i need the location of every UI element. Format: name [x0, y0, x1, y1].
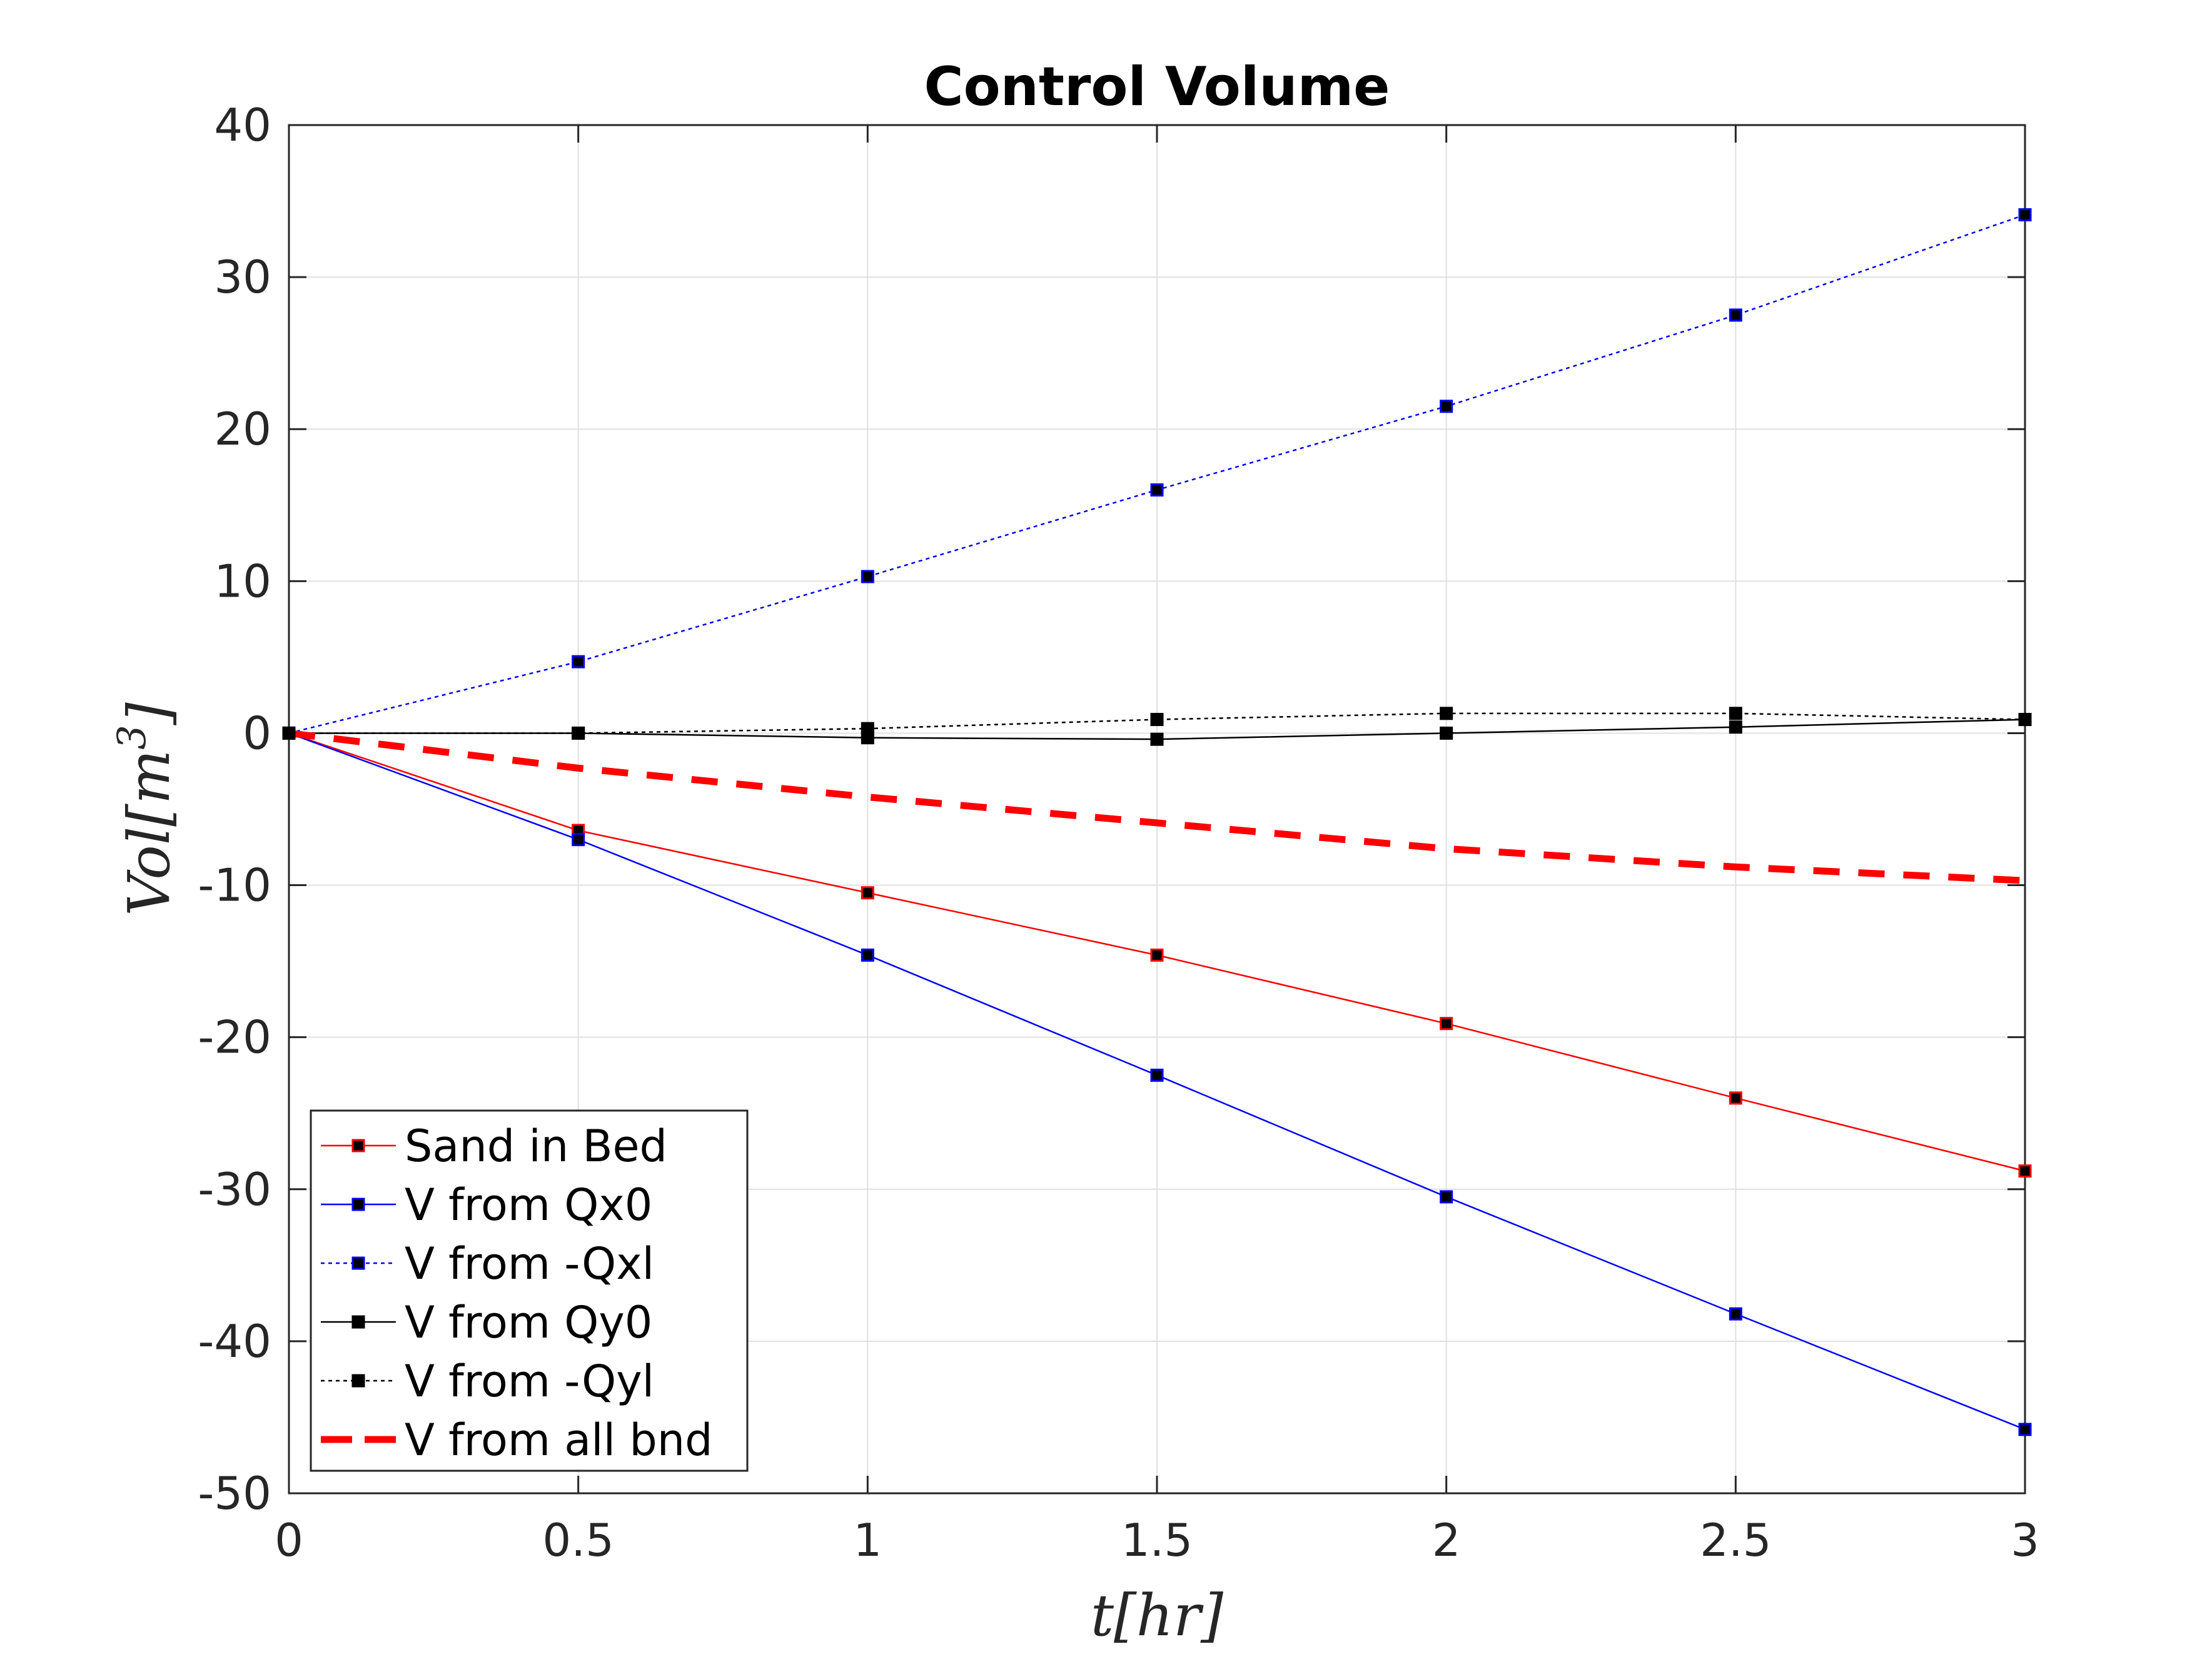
- data-point-series-1: [1729, 1091, 1742, 1105]
- y-axis-label-base: Vol[m: [116, 750, 183, 916]
- x-tick-label: 3: [2011, 1514, 2039, 1566]
- data-point-series-1: [861, 886, 874, 900]
- chart-title: Control Volume: [924, 56, 1390, 118]
- y-axis-label-close: ]: [116, 702, 183, 725]
- legend-swatch-marker-3: [351, 1256, 365, 1270]
- y-tick-label: 40: [214, 99, 271, 151]
- legend-label-5: V from -Qyl: [405, 1356, 654, 1407]
- data-point-series-2: [1440, 1190, 1453, 1204]
- legend: Sand in Bed V from Qx0 V from -Qxl V from Q…: [310, 1109, 749, 1472]
- data-point-series-2: [1729, 1307, 1742, 1321]
- data-point-series-1: [1440, 1017, 1453, 1031]
- legend-box: [310, 1109, 749, 1472]
- data-point-series-3: [861, 570, 874, 583]
- y-tick-label: -40: [198, 1315, 271, 1368]
- y-tick-label: -30: [198, 1163, 271, 1216]
- data-point-series-5: [1440, 707, 1453, 720]
- y-tick-label: 20: [214, 403, 271, 455]
- data-point-series-5: [1729, 707, 1742, 720]
- series-markers: [282, 208, 2032, 1436]
- x-tick-label: 1.5: [1121, 1514, 1193, 1566]
- data-point-series-3: [2018, 208, 2032, 221]
- axis-ticks: 0 0.5 1 1.5 2 2.5 3 -50 -40 -30 -20 -10 0 10 20 30 40: [198, 99, 2039, 1566]
- data-point-series-3: [572, 655, 585, 668]
- legend-swatch-marker-4: [351, 1315, 365, 1329]
- legend-swatch-marker-1: [351, 1139, 365, 1152]
- data-point-series-4: [1729, 720, 1742, 734]
- data-point-series-2: [2018, 1423, 2032, 1436]
- data-point-series-5: [2018, 713, 2032, 727]
- y-tick-label: 30: [214, 251, 271, 303]
- data-point-series-4: [1440, 726, 1453, 740]
- data-point-series-5: [1150, 713, 1164, 727]
- data-point-series-1: [2018, 1164, 2032, 1178]
- y-axis-label: Vol[m3]: [109, 702, 183, 915]
- data-point-series-2: [572, 833, 585, 847]
- legend-label-3: V from -Qxl: [405, 1238, 654, 1289]
- data-point-series-5: [861, 722, 874, 735]
- data-point-series-3: [1440, 400, 1453, 413]
- data-point-series-5: [282, 726, 296, 740]
- legend-label-4: V from Qy0: [405, 1297, 652, 1348]
- data-point-series-5: [572, 726, 585, 740]
- x-tick-label: 2: [1432, 1514, 1461, 1566]
- data-point-series-3: [1729, 308, 1742, 322]
- x-tick-label: 1: [853, 1514, 882, 1566]
- data-point-series-2: [861, 948, 874, 962]
- x-tick-label: 2.5: [1700, 1514, 1772, 1566]
- legend-swatch-marker-5: [351, 1374, 365, 1388]
- y-tick-label: 0: [243, 707, 271, 759]
- x-axis-label: t[hr]: [1091, 1582, 1223, 1649]
- data-point-series-3: [1150, 483, 1164, 497]
- y-axis-label-superscript: 3: [109, 725, 154, 749]
- x-tick-label: 0: [275, 1514, 303, 1566]
- data-point-series-2: [1150, 1068, 1164, 1082]
- legend-label-1: Sand in Bed: [405, 1121, 667, 1172]
- data-point-series-1: [1150, 948, 1164, 962]
- y-tick-label: 10: [214, 555, 271, 607]
- data-point-series-4: [1150, 732, 1164, 746]
- y-tick-label: -20: [198, 1011, 271, 1064]
- y-tick-label: -10: [198, 859, 271, 912]
- y-tick-label: -50: [198, 1467, 271, 1520]
- legend-label-6: V from all bnd: [405, 1414, 713, 1466]
- x-tick-label: 0.5: [542, 1514, 614, 1566]
- series-line-6: [288, 729, 2026, 884]
- legend-swatch-marker-2: [351, 1198, 365, 1211]
- legend-label-2: V from Qx0: [405, 1179, 652, 1231]
